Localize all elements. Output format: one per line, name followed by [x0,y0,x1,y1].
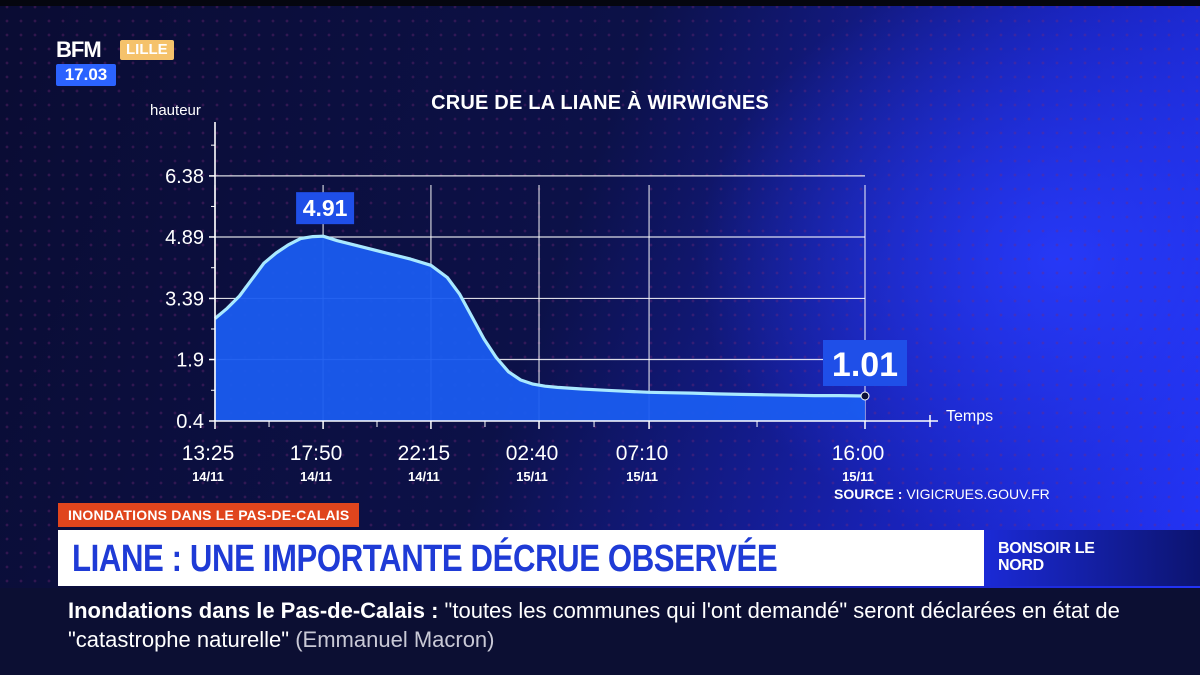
headline-bar [58,530,984,586]
x-tick-time: 02:40 [506,442,559,465]
source-credit: SOURCE : VIGICRUES.GOUV.FR [834,486,1050,502]
logo-city: LILLE [120,40,174,60]
news-ticker: Inondations dans le Pas-de-Calais : "tou… [68,596,1178,654]
x-tick-date: 15/11 [842,469,874,484]
y-axis-label: hauteur [150,102,201,119]
x-tick-date: 14/11 [408,469,440,484]
x-tick-time: 13:25 [182,442,235,465]
ticker-quote: "toutes les communes qui l'ont demandé" … [68,598,1120,652]
ticker-speaker: (Emmanuel Macron) [295,627,495,652]
series-end-point [860,391,870,401]
show-name: BONSOIR LE NORD [998,540,1095,574]
y-tick-label: 1.9 [176,350,204,372]
topic-kicker: INONDATIONS DANS LE PAS-DE-CALAIS [58,503,360,527]
ticker-topic: Inondations dans le Pas-de-Calais : [68,598,439,623]
logo-bfm: BFM [56,37,102,62]
clock: 17.03 [56,64,116,86]
series-line [213,234,866,398]
source-value: VIGICRUES.GOUV.FR [906,486,1050,502]
ticker-bar [0,588,1200,675]
peak-label-box [296,192,355,225]
y-tick-label: 6.38 [165,166,204,188]
headline: LIANE : UNE IMPORTANTE DÉCRUE OBSERVÉE [72,538,778,580]
x-axis-label: Temps [946,408,994,425]
x-tick-time: 07:10 [616,442,669,465]
latest-label-box [823,339,907,386]
y-tick-label: 4.89 [165,227,204,249]
show-box [984,530,1200,586]
x-tick-date: 15/11 [626,469,658,484]
peak-label: 4.91 [303,195,348,221]
chart-title: CRUE DE LA LIANE À WIRWIGNES [431,92,769,114]
series-area-fill [215,236,865,421]
top-black-bar [0,0,1200,6]
x-tick-time: 16:00 [832,442,885,465]
y-tick-label: 3.39 [165,288,204,310]
x-tick-date: 14/11 [192,469,224,484]
x-tick-time: 17:50 [290,442,343,465]
x-tick-time: 22:15 [398,442,451,465]
x-tick-date: 14/11 [300,469,332,484]
x-tick-date: 15/11 [516,469,548,484]
source-label: SOURCE : [834,486,903,502]
latest-label: 1.01 [832,346,898,384]
y-tick-label: 0.4 [176,411,204,433]
